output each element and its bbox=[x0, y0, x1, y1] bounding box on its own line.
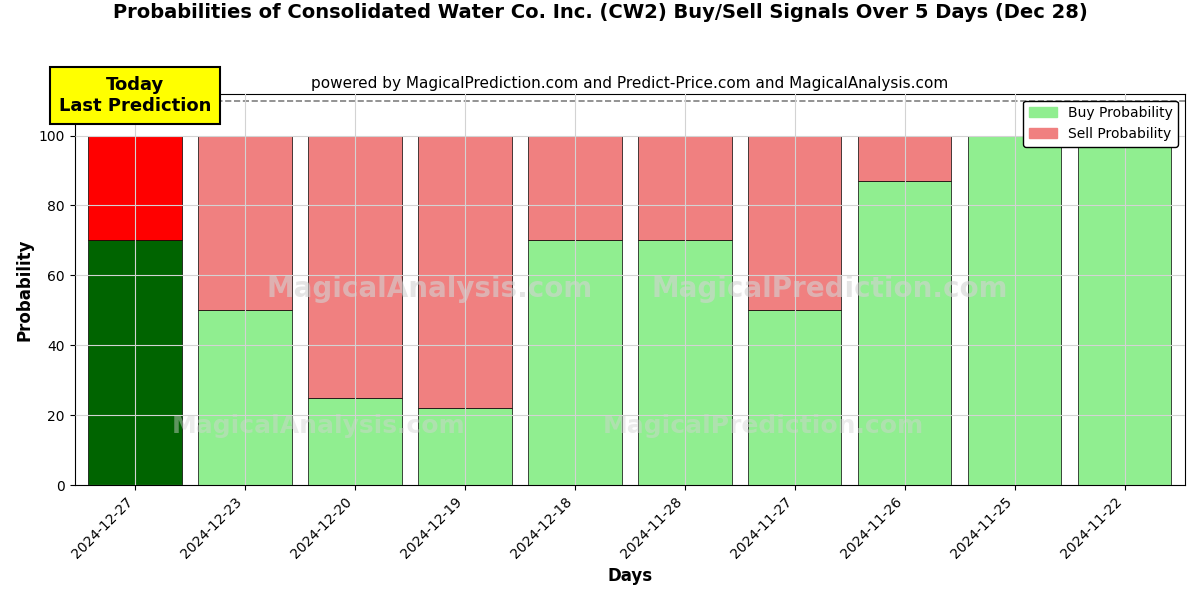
Text: MagicalAnalysis.com: MagicalAnalysis.com bbox=[266, 275, 593, 304]
Text: MagicalPrediction.com: MagicalPrediction.com bbox=[652, 275, 1008, 304]
Bar bbox=[89, 136, 182, 241]
Bar bbox=[198, 310, 292, 485]
Bar bbox=[748, 310, 841, 485]
Bar bbox=[968, 136, 1061, 485]
Bar bbox=[528, 136, 622, 241]
Text: MagicalPrediction.com: MagicalPrediction.com bbox=[602, 415, 924, 439]
Bar bbox=[308, 136, 402, 398]
Bar bbox=[419, 136, 511, 408]
Bar bbox=[638, 136, 732, 241]
Title: powered by MagicalPrediction.com and Predict-Price.com and MagicalAnalysis.com: powered by MagicalPrediction.com and Pre… bbox=[311, 76, 948, 91]
Text: Probabilities of Consolidated Water Co. Inc. (CW2) Buy/Sell Signals Over 5 Days : Probabilities of Consolidated Water Co. … bbox=[113, 3, 1087, 22]
Bar bbox=[858, 136, 952, 181]
Text: MagicalAnalysis.com: MagicalAnalysis.com bbox=[172, 415, 466, 439]
Bar bbox=[858, 181, 952, 485]
Bar bbox=[198, 136, 292, 310]
Bar bbox=[419, 408, 511, 485]
Legend: Buy Probability, Sell Probability: Buy Probability, Sell Probability bbox=[1024, 101, 1178, 146]
Bar bbox=[308, 398, 402, 485]
X-axis label: Days: Days bbox=[607, 567, 653, 585]
Bar bbox=[528, 241, 622, 485]
Bar bbox=[89, 241, 182, 485]
Bar bbox=[1078, 136, 1171, 485]
Bar bbox=[748, 136, 841, 310]
Y-axis label: Probability: Probability bbox=[16, 238, 34, 341]
Bar bbox=[638, 241, 732, 485]
Text: Today
Last Prediction: Today Last Prediction bbox=[59, 76, 211, 115]
